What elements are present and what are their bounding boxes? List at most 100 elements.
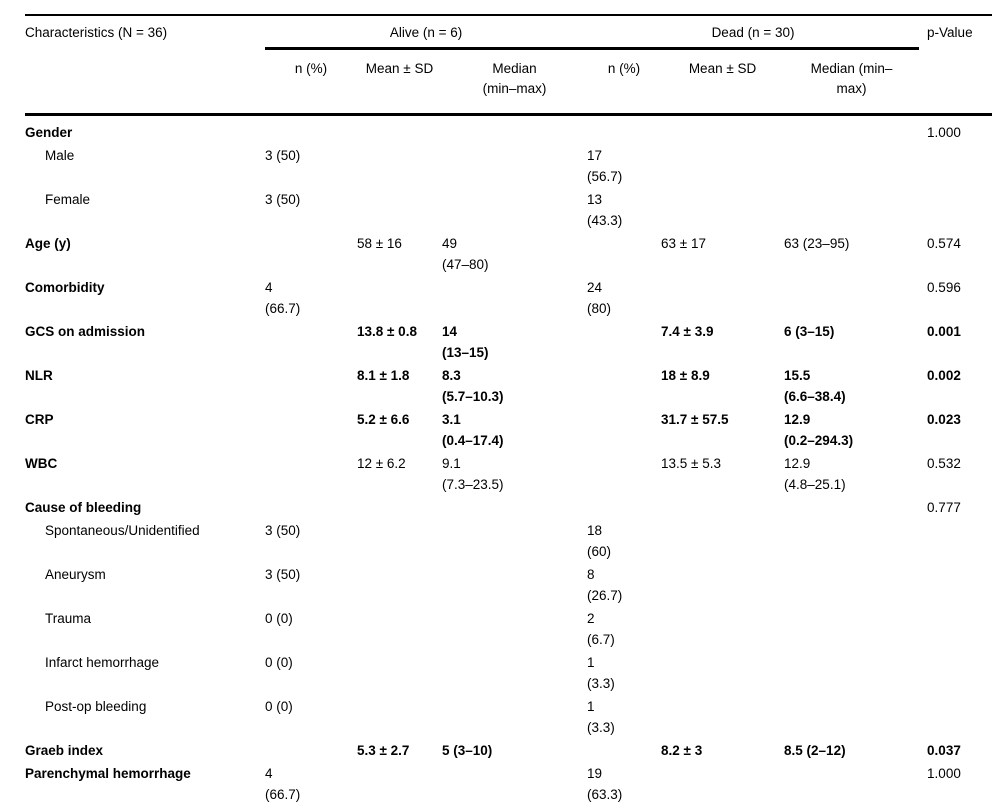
table-row: Parenchymal hemorrhage 4 (66.7) 19 (63.3) 1.0… [25,762,992,809]
header-line: Median (min– [810,61,893,76]
row-label: Spontaneous/Unidentified [45,523,200,538]
cell-line: 24 [587,280,603,295]
cell-dead-median [784,651,919,695]
column-header-dead-n: n (%) [607,61,641,76]
cell-alive-mean [357,695,442,739]
cell-p: 1.000 [919,762,992,809]
cell-line: (60) [587,544,612,559]
row-label: NLR [25,368,53,383]
header-line: Median [492,61,537,76]
row-label: Age (y) [25,236,71,251]
cell-alive-mean: 8.1 ± 1.8 [357,364,442,408]
table-row: WBC 12 ± 6.2 9.1 (7.3–23.5) 13.5 ± 5.3 12.9 (4… [25,452,992,496]
cell-dead-mean: 13.5 ± 5.3 [661,452,784,496]
cell-dead-n: 18 (60) [587,519,661,563]
cell-alive-median [442,762,587,809]
cell-line: (26.7) [587,588,623,603]
cell-dead-n: 19 (63.3) [587,762,661,809]
cell-alive-mean: 58 ± 16 [357,232,442,276]
cell-alive-n [265,115,357,145]
cell-line: 6 (3–15) [784,324,835,339]
row-label: Parenchymal hemorrhage [25,766,191,781]
cell-alive-n [265,739,357,762]
cell-line: 15.5 [784,368,811,383]
cell-line: (56.7) [587,169,623,184]
cell-line: 13.5 ± 5.3 [661,456,721,471]
cell-dead-median [784,563,919,607]
cell-line: 3 (50) [265,523,301,538]
cell-dead-median [784,607,919,651]
cell-line: 0.574 [927,236,961,251]
cell-line: (3.3) [587,720,615,735]
cell-line: (7.3–23.5) [442,477,504,492]
cell-alive-mean [357,762,442,809]
row-label: Comorbidity [25,280,105,295]
cell-dead-median [784,519,919,563]
table-row: Female 3 (50) 13 (43.3) [25,188,992,232]
cell-dead-n [587,739,661,762]
row-label: Trauma [45,611,92,626]
cell-dead-mean: 8.2 ± 3 [661,739,784,762]
cell-p: 0.037 [919,739,992,762]
cell-alive-mean [357,496,442,519]
cell-line: 3 (50) [265,192,301,207]
cell-dead-mean [661,519,784,563]
cell-line: 0 (0) [265,655,293,670]
cell-alive-n: 3 (50) [265,144,357,188]
table-row: Gender 1.000 [25,115,992,145]
cell-p: 1.000 [919,115,992,145]
cell-dead-median: 8.5 (2–12) [784,739,919,762]
cell-dead-n: 8 (26.7) [587,563,661,607]
cell-line: 31.7 ± 57.5 [661,412,729,427]
header-line: max) [836,81,867,96]
cell-dead-median: 12.9 (4.8–25.1) [784,452,919,496]
cell-line: (13–15) [442,345,489,360]
cell-line: 5 (3–10) [442,743,493,758]
cell-alive-median: 14 (13–15) [442,320,587,364]
cell-dead-n [587,115,661,145]
cell-dead-mean: 31.7 ± 57.5 [661,408,784,452]
cell-alive-median [442,144,587,188]
cell-line: 13 [587,192,603,207]
cell-line: 4 [265,766,273,781]
cell-dead-median [784,496,919,519]
row-label: Cause of bleeding [25,500,142,515]
table-row: Spontaneous/Unidentified 3 (50) 18 (60) [25,519,992,563]
row-label: Post-op bleeding [45,699,147,714]
cell-p [919,519,992,563]
column-header-alive-n: n (%) [294,61,328,76]
cell-line: (47–80) [442,257,489,272]
cell-line: (0.2–294.3) [784,433,854,448]
cell-line: 2 [587,611,595,626]
cell-line: (3.3) [587,676,615,691]
cell-alive-mean: 12 ± 6.2 [357,452,442,496]
cell-p: 0.777 [919,496,992,519]
cell-alive-n: 3 (50) [265,519,357,563]
cell-alive-median [442,519,587,563]
cell-dead-n [587,232,661,276]
cell-alive-n: 0 (0) [265,695,357,739]
cell-dead-mean: 18 ± 8.9 [661,364,784,408]
cell-alive-n [265,452,357,496]
cell-line: 0.596 [927,280,961,295]
cell-dead-median: 12.9 (0.2–294.3) [784,408,919,452]
cell-dead-median [784,695,919,739]
cell-p: 0.532 [919,452,992,496]
cell-alive-median [442,651,587,695]
table-row: Comorbidity 4 (66.7) 24 (80) 0.596 [25,276,992,320]
table-row: Infarct hemorrhage 0 (0) 1 (3.3) [25,651,992,695]
table-row: Graeb index 5.3 ± 2.7 5 (3–10) 8.2 ± 3 8.5 (… [25,739,992,762]
row-label: Male [45,148,75,163]
cell-alive-median [442,496,587,519]
cell-line: 18 [587,523,603,538]
column-header-characteristics: Characteristics (N = 36) [25,25,168,40]
cell-dead-n: 13 (43.3) [587,188,661,232]
cell-line: 17 [587,148,603,163]
cell-line: 5.2 ± 6.6 [357,412,410,427]
cell-dead-median: 15.5 (6.6–38.4) [784,364,919,408]
cell-line: 4 [265,280,273,295]
cell-line: 0.532 [927,456,961,471]
cell-line: 8.1 ± 1.8 [357,368,410,383]
cell-dead-n: 24 (80) [587,276,661,320]
cell-p [919,144,992,188]
